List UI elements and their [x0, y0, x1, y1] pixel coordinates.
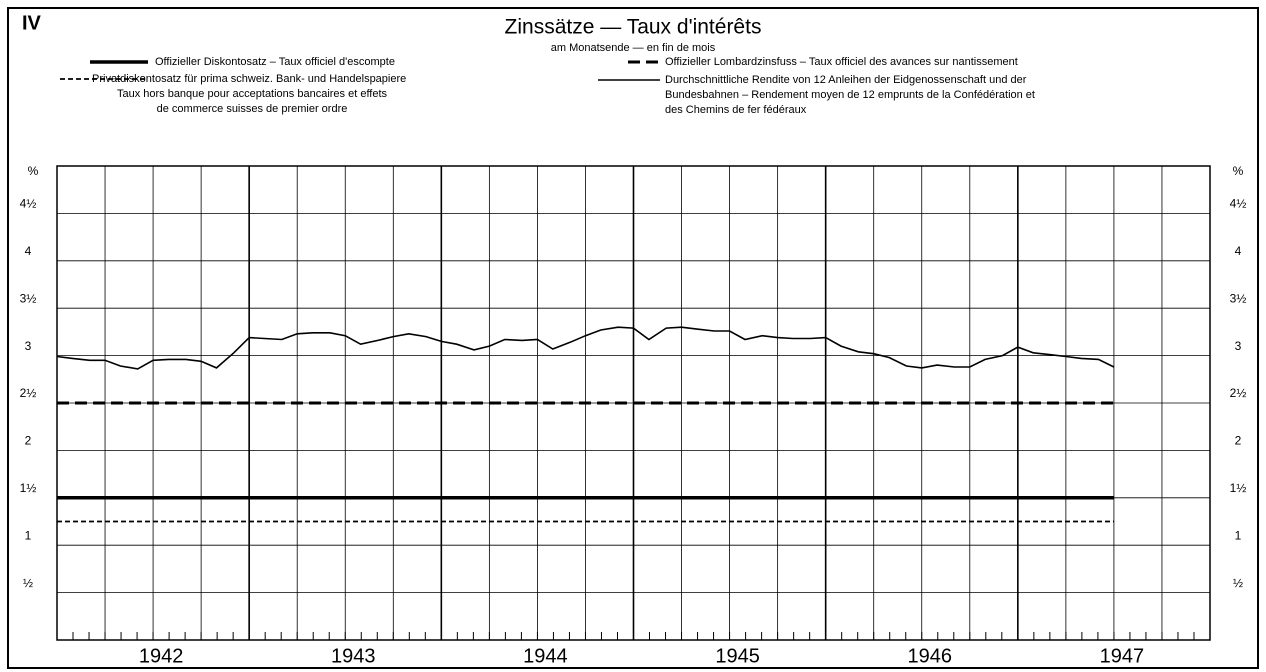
x-tick-label: 1945 [715, 645, 760, 667]
y-tick-label-right: 1 [1235, 528, 1242, 542]
y-tick-label: ½ [23, 576, 33, 590]
y-tick-label-right: 4 [1235, 244, 1242, 258]
legend-entry: Privatdiskontosatz für prima schweiz. Ba… [92, 72, 512, 117]
y-tick-label-right: 2½ [1230, 386, 1247, 400]
y-tick-label: 4½ [20, 197, 37, 211]
y-tick-label: 4 [25, 244, 32, 258]
legend-line: Taux hors banque pour acceptations banca… [116, 88, 388, 115]
series-line [56, 326, 1115, 370]
x-tick-label: 1947 [1100, 645, 1145, 667]
y-tick-label-right: 1½ [1230, 481, 1247, 495]
y-tick-label: 1 [25, 528, 32, 542]
y-axis-label-right: % [1233, 164, 1244, 178]
frame [7, 7, 1259, 669]
y-tick-label-right: ½ [1233, 576, 1243, 590]
x-tick-label: 1943 [331, 645, 376, 667]
y-tick-label: 2½ [20, 386, 37, 400]
x-tick-label: 1942 [139, 645, 184, 667]
y-tick-label: 1½ [20, 481, 37, 495]
legend-entry: Offizieller Diskontosatz – Taux officiel… [155, 56, 395, 68]
y-tick-label: 3½ [20, 291, 37, 305]
y-tick-label-right: 3 [1235, 339, 1242, 353]
y-tick-label-right: 4½ [1230, 197, 1247, 211]
chart-title: Zinssätze — Taux d'intérêts [505, 16, 762, 39]
x-tick-label: 1946 [908, 645, 953, 667]
y-tick-label-right: 3½ [1230, 291, 1247, 305]
y-tick-label-right: 2 [1235, 434, 1242, 448]
legend-entry: Durchschnittliche Rendite von 12 Anleihe… [665, 74, 1035, 116]
legend-line: Privatdiskontosatz für prima schweiz. Ba… [92, 73, 407, 85]
chart-label: IV [22, 12, 42, 34]
chart-subtitle: am Monatsende — en fin de mois [551, 42, 716, 54]
y-tick-label: 2 [25, 434, 32, 448]
x-tick-label: 1944 [523, 645, 568, 667]
y-tick-label: 3 [25, 339, 32, 353]
y-axis-label: % [28, 164, 39, 178]
legend-entry: Offizieller Lombardzinsfuss – Taux offic… [665, 56, 1018, 68]
